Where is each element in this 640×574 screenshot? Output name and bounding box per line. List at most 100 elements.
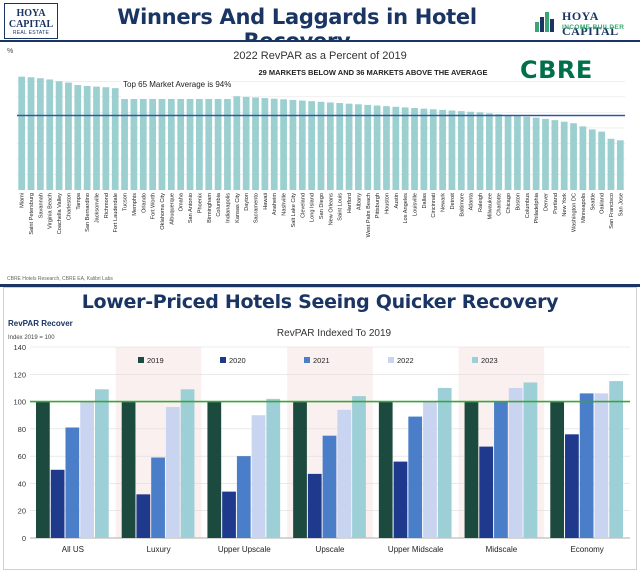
market-label: Portland	[553, 193, 559, 214]
market-bar	[242, 96, 250, 190]
market-bar	[401, 107, 409, 190]
market-bar	[130, 89, 138, 190]
market-label: Memphis	[132, 193, 138, 216]
market-label: Louisville	[413, 193, 419, 216]
chainscale-bar	[293, 401, 307, 538]
chart1-title: 2022 RevPAR as a Percent of 2019	[233, 50, 406, 62]
market-label: Seattle	[590, 193, 596, 210]
market-label: Orlando	[141, 193, 147, 213]
chainscale-bar	[523, 382, 538, 538]
market-bar	[261, 98, 269, 190]
market-bar	[224, 95, 231, 190]
market-bar	[102, 87, 110, 190]
market-label: Salt Lake City	[291, 193, 297, 228]
market-label: Tampa	[76, 192, 82, 210]
market-label: Cincinnati	[431, 193, 437, 218]
market-label: Richmond	[104, 193, 110, 218]
market-label: Jacksonville	[95, 193, 101, 223]
market-label: Milwaukee	[487, 193, 493, 219]
market-bar	[392, 106, 400, 190]
market-bar	[121, 88, 128, 190]
y-tick-label: 0	[22, 534, 26, 543]
market-label: Sacramento	[254, 193, 260, 223]
market-label: Long Island	[310, 193, 316, 222]
market-bar	[579, 126, 587, 190]
chainscale-bar	[479, 446, 494, 538]
chainscale-bar	[307, 473, 322, 538]
legend-swatch	[472, 357, 478, 363]
market-label: West Palm Beach	[366, 193, 372, 237]
market-label: Albuquerque	[169, 193, 175, 225]
market-bar	[46, 79, 54, 190]
market-bar	[93, 86, 100, 190]
market-label: San Francisco	[609, 193, 615, 229]
annotation-background	[121, 77, 231, 99]
category-label: Luxury	[147, 545, 171, 554]
market-bar	[504, 115, 512, 190]
market-bar	[560, 121, 568, 190]
market-label: Austin	[394, 193, 400, 209]
average-annotation: Top 65 Market Average is 94%	[123, 80, 231, 89]
chainscale-bar	[151, 457, 165, 538]
market-bar	[532, 117, 540, 190]
category-label: Upper Upscale	[218, 545, 271, 554]
chart2-bars	[36, 381, 623, 538]
market-label: Charlotte	[497, 193, 503, 216]
y-tick-label: 120	[13, 370, 26, 379]
chart2-ylabel-index: Index 2019 = 100	[8, 335, 55, 341]
market-label: Nashville	[282, 193, 288, 216]
market-label: Minneapolis	[581, 193, 587, 223]
chainscale-bar	[565, 434, 579, 538]
chart1-subtitle: 29 MARKETS BELOW AND 36 MARKETS ABOVE TH…	[258, 68, 487, 77]
market-label: New York	[562, 193, 568, 217]
market-bar	[476, 112, 484, 190]
market-label: Savannah	[38, 193, 44, 218]
chainscale-bar	[222, 491, 236, 538]
logo-left-line2: REAL ESTATE	[12, 30, 50, 36]
market-label: Hartford	[347, 193, 353, 213]
market-label: Raleigh	[478, 193, 484, 212]
market-label: Fort Lauderdale	[113, 193, 119, 233]
market-revpar-chart: % 2022 RevPAR as a Percent of 2019 29 MA…	[7, 48, 625, 282]
market-bar	[616, 140, 624, 190]
chainscale-bar	[121, 401, 136, 538]
market-label: Oakland	[600, 193, 606, 214]
market-bar	[308, 101, 316, 190]
market-label: Newark	[441, 193, 447, 212]
category-label: Upscale	[316, 545, 345, 554]
chainscale-bar	[266, 398, 281, 538]
market-label: San Antonio	[188, 193, 194, 223]
market-bar	[55, 81, 63, 190]
chainscale-bar	[393, 461, 408, 538]
market-bar	[467, 111, 475, 190]
chainscale-bar	[322, 435, 337, 538]
market-label: Fort Worth	[151, 193, 157, 219]
building-bars-icon	[535, 12, 554, 32]
market-bar	[37, 78, 44, 190]
market-bar	[83, 85, 91, 190]
market-bar	[111, 88, 119, 190]
legend-label: 2019	[147, 356, 164, 365]
market-label: Pittsburgh	[375, 193, 381, 218]
section-divider	[0, 284, 640, 287]
market-bar	[298, 100, 306, 190]
market-bar	[411, 108, 418, 190]
chainscale-bar	[408, 416, 423, 538]
legend-swatch	[304, 357, 310, 363]
market-label: Virginia Beach	[48, 193, 54, 229]
chainscale-bar	[36, 401, 50, 538]
market-bar	[542, 118, 549, 190]
legend-swatch	[220, 357, 226, 363]
chainscale-bar	[165, 407, 180, 538]
market-label: Anaheim	[272, 193, 278, 215]
market-bar	[439, 109, 446, 190]
market-label: Omaha	[179, 192, 185, 211]
chainscale-bar	[550, 401, 565, 538]
market-bar	[429, 109, 437, 190]
market-label: San Jose	[618, 193, 624, 216]
market-bar	[486, 113, 493, 190]
logo-left-line1: HOYA CAPITAL	[8, 8, 54, 30]
chainscale-bar	[136, 494, 151, 538]
chainscale-bar	[464, 401, 479, 538]
chainscale-bar	[236, 456, 251, 538]
